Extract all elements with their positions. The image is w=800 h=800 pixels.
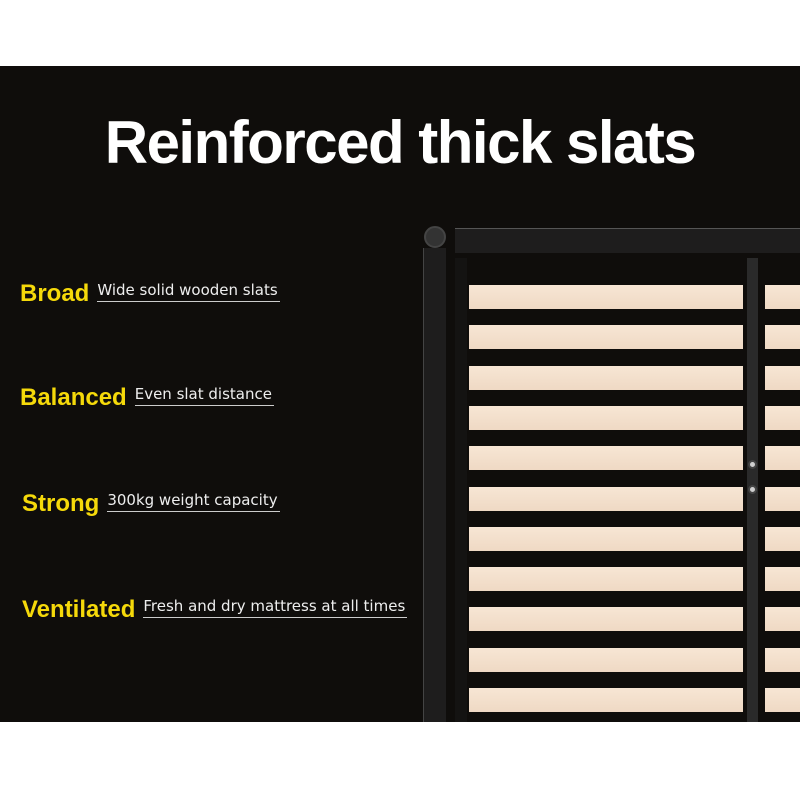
wooden-slat [765, 567, 800, 592]
page-title: Reinforced thick slats [104, 109, 697, 176]
feature-balanced: Balanced Even slat distance [20, 384, 274, 412]
feature-key: Balanced [20, 384, 127, 411]
top-rail [455, 228, 800, 253]
wooden-slat [765, 486, 800, 511]
wooden-slat [469, 446, 743, 471]
wooden-slat [469, 688, 743, 712]
wooden-slat [469, 607, 743, 632]
feature-broad: Broad Wide solid wooden slats [20, 280, 280, 308]
wooden-slat [469, 325, 743, 350]
wooden-slat [469, 567, 743, 592]
feature-value: Wide solid wooden slats [97, 281, 280, 302]
wooden-slat [765, 526, 800, 551]
bolt-icon [748, 460, 757, 469]
feature-value: Fresh and dry mattress at all times [143, 597, 408, 618]
feature-value: 300kg weight capacity [107, 491, 280, 512]
inner-rail [455, 258, 467, 722]
wooden-slat [765, 285, 800, 309]
feature-ventilated: Ventilated Fresh and dry mattress at all… [22, 596, 408, 624]
feature-key: Broad [20, 280, 90, 307]
wooden-slat [469, 365, 743, 390]
feature-key: Ventilated [22, 596, 136, 623]
feature-value: Even slat distance [134, 385, 274, 406]
wooden-slat [469, 647, 743, 672]
feature-key: Strong [22, 490, 100, 517]
wooden-slat [469, 526, 743, 551]
feature-strong: Strong 300kg weight capacity [22, 490, 280, 518]
wooden-slat [765, 647, 800, 672]
wooden-slat [765, 325, 800, 350]
side-rail [423, 248, 446, 722]
wooden-slat [765, 365, 800, 390]
corner-bolt-icon [424, 226, 446, 248]
wooden-slat [765, 688, 800, 712]
wooden-slat [469, 486, 743, 511]
bolt-icon [748, 485, 757, 494]
wooden-slat [469, 405, 743, 430]
wooden-slat [765, 607, 800, 632]
wooden-slat [765, 405, 800, 430]
wooden-slat [469, 285, 743, 309]
wooden-slat [765, 446, 800, 471]
